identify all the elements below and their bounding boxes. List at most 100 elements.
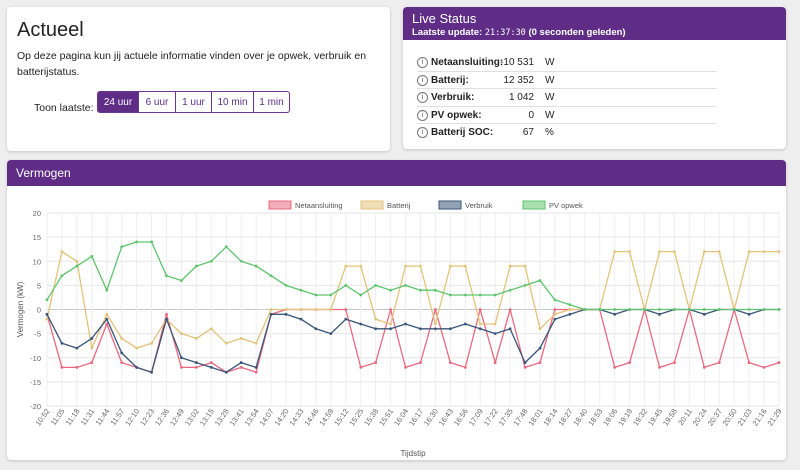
- x-tick-label: 21:29: [765, 407, 783, 428]
- data-point: [60, 274, 64, 278]
- x-tick-label: 21:03: [736, 407, 754, 428]
- stat-value: 0: [528, 109, 534, 121]
- y-tick-label: -10: [30, 354, 41, 363]
- data-point: [448, 293, 452, 297]
- x-tick-label: 17:48: [512, 407, 530, 428]
- x-tick-label: 18:27: [556, 407, 574, 428]
- data-point: [284, 283, 288, 287]
- page-title: Actueel: [17, 19, 84, 41]
- data-point: [777, 250, 781, 253]
- data-point: [165, 312, 168, 316]
- data-point: [374, 317, 378, 321]
- data-point: [120, 245, 124, 249]
- x-tick-label: 20:37: [706, 407, 724, 428]
- data-point: [762, 250, 766, 253]
- data-point: [45, 312, 49, 316]
- x-tick-label: 16:30: [422, 407, 440, 428]
- data-point: [329, 308, 333, 311]
- toon-laatste-label: Toon laatste:: [34, 102, 94, 114]
- data-point: [658, 366, 661, 369]
- period-button-10-min[interactable]: 10 min: [212, 91, 254, 113]
- period-button-1-min[interactable]: 1 min: [254, 91, 290, 113]
- x-tick-label: 14:20: [273, 407, 291, 428]
- data-point: [239, 361, 243, 364]
- data-point: [299, 288, 303, 292]
- data-point: [120, 361, 124, 364]
- period-button-1-uur[interactable]: 1 uur: [176, 91, 212, 113]
- data-point: [329, 332, 333, 336]
- data-point: [90, 346, 94, 350]
- data-point: [658, 250, 661, 253]
- data-point: [105, 322, 109, 326]
- info-icon[interactable]: i: [417, 127, 428, 139]
- x-tick-label: 20:24: [691, 407, 709, 428]
- x-tick-label: 11:05: [49, 407, 67, 427]
- stat-row-batterij: i Batterij: 12 352 W: [417, 70, 717, 89]
- x-axis-title: Tijdstip: [400, 449, 426, 458]
- y-tick-label: -5: [34, 330, 41, 339]
- data-point: [613, 366, 617, 369]
- data-point: [434, 327, 437, 331]
- data-point: [538, 279, 542, 282]
- info-icon[interactable]: i: [417, 57, 428, 68]
- data-point: [419, 264, 422, 268]
- y-axis-title: Vermogen (kW): [16, 281, 25, 337]
- data-point: [194, 337, 198, 340]
- data-point: [135, 346, 139, 350]
- info-icon[interactable]: i: [417, 109, 428, 121]
- x-tick-label: 19:06: [601, 407, 619, 428]
- y-tick-label: -20: [30, 402, 41, 411]
- data-point: [553, 298, 557, 302]
- last-update-line: Laatste update: 21:37:30 (0 seconden gel…: [412, 27, 626, 38]
- period-button-6-uur[interactable]: 6 uur: [139, 91, 176, 113]
- info-icon[interactable]: i: [417, 92, 428, 104]
- data-point: [717, 250, 721, 253]
- data-point: [628, 250, 632, 253]
- stat-unit: W: [545, 109, 555, 121]
- data-point: [747, 361, 751, 364]
- y-tick-label: 5: [37, 281, 41, 290]
- data-point: [389, 322, 392, 326]
- data-point: [434, 288, 437, 292]
- data-point: [702, 312, 706, 316]
- x-tick-label: 14:07: [258, 407, 276, 428]
- stat-value: 1 042: [508, 92, 534, 104]
- legend-label: Netaansluiting: [295, 201, 343, 210]
- x-tick-label: 19:58: [661, 407, 679, 428]
- data-point: [687, 308, 691, 311]
- x-tick-label: 19:32: [631, 407, 649, 428]
- data-point: [628, 308, 632, 311]
- data-point: [523, 264, 527, 268]
- stat-value: 67: [522, 127, 534, 139]
- x-tick-label: 13:54: [243, 407, 261, 428]
- data-point: [269, 308, 273, 311]
- last-update-time: 21:37:30: [484, 28, 526, 38]
- stat-label: PV opwek:: [431, 109, 482, 121]
- data-point: [150, 240, 153, 244]
- data-point: [389, 327, 392, 331]
- data-point: [568, 312, 572, 316]
- data-point: [344, 308, 348, 311]
- data-point: [658, 312, 661, 316]
- x-tick-label: 15:25: [347, 407, 365, 428]
- info-icon[interactable]: i: [417, 74, 428, 86]
- period-button-24-uur[interactable]: 24 uur: [97, 91, 139, 113]
- vermogen-chart[interactable]: -20-15-10-50510152010:5211:0511:1811:311…: [7, 186, 786, 460]
- legend-swatch: [522, 200, 546, 210]
- x-tick-label: 14:59: [317, 407, 335, 428]
- x-tick-label: 18:40: [571, 407, 589, 428]
- x-tick-label: 15:12: [332, 407, 350, 428]
- x-tick-label: 17:09: [467, 407, 485, 428]
- data-point: [568, 308, 572, 311]
- data-point: [194, 264, 198, 268]
- data-point: [209, 366, 213, 369]
- data-point: [180, 332, 183, 336]
- data-point: [702, 308, 706, 311]
- stat-label: Verbruik:: [431, 92, 475, 104]
- data-point: [777, 308, 781, 311]
- data-point: [105, 312, 109, 316]
- data-point: [120, 337, 124, 340]
- data-point: [553, 317, 557, 321]
- live-status-card: Live Status Laatste update: 21:37:30 (0 …: [403, 7, 786, 149]
- data-point: [314, 308, 318, 311]
